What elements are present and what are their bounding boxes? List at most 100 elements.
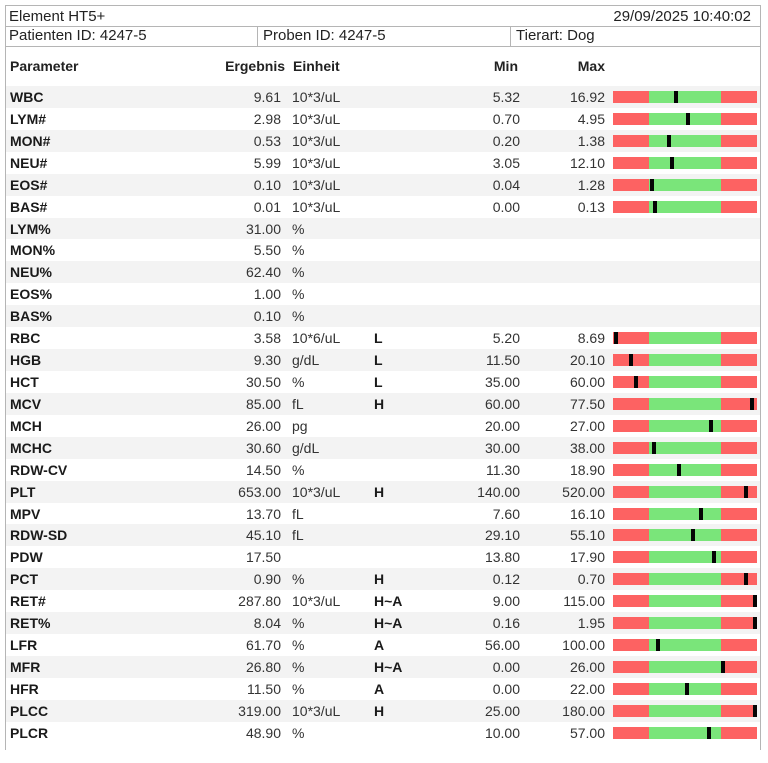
parameter-name: MON% (10, 242, 56, 259)
reference-min: 11.30 (486, 461, 520, 478)
result-value: 30.50 (245, 373, 281, 390)
unit: 10*3/uL (292, 176, 341, 193)
reference-min: 20.00 (484, 417, 520, 434)
reference-max: 77.50 (569, 395, 605, 412)
range-bar-normal-segment (649, 660, 721, 673)
range-bar-low-segment (613, 397, 649, 410)
reference-max: 1.95 (577, 615, 605, 632)
range-bar-high-segment (721, 397, 757, 410)
reference-min: 56.00 (484, 637, 520, 654)
reference-min: 9.00 (492, 593, 520, 610)
result-marker (686, 112, 690, 125)
range-bar-normal-segment (649, 529, 721, 542)
result-value: 8.04 (253, 615, 281, 632)
range-bar-high-segment (721, 704, 757, 717)
reference-max: 38.00 (569, 439, 605, 456)
reference-max: 16.92 (569, 89, 605, 105)
result-value: 14.50 (245, 461, 281, 478)
range-bar-low-segment (613, 375, 649, 388)
range-bar-normal-segment (649, 112, 721, 125)
result-marker (634, 375, 638, 388)
parameter-name: BAS% (10, 308, 53, 325)
range-bar-normal-segment (649, 156, 721, 169)
range-bar-low-segment (613, 156, 649, 169)
table-row: LFR 61.70% A 56.00 100.00 (6, 634, 760, 656)
reference-max: 180.00 (562, 702, 605, 719)
range-bar-normal-segment (649, 134, 721, 147)
table-row: NEU# 5.99 10*3/uL 3.05 12.10 (6, 152, 760, 174)
table-row: BAS% 0.10% (6, 305, 760, 328)
table-row: PLCC 319.00 10*3/uL H 25.00 180.00 (6, 699, 760, 722)
range-bar-low-segment (613, 178, 649, 191)
result-marker (753, 595, 757, 608)
result-marker (670, 156, 674, 169)
parameter-name: RET% (10, 615, 51, 632)
range-bar-low-segment (613, 595, 649, 608)
range-bar (613, 529, 757, 542)
parameter-name: NEU% (10, 264, 53, 281)
result-marker (629, 354, 633, 367)
result-value: 30.60 (245, 439, 281, 456)
range-bar-normal-segment (649, 332, 721, 345)
range-bar (613, 682, 757, 695)
reference-max: 4.95 (577, 110, 605, 127)
result-value: 287.80 (238, 593, 281, 610)
range-bar-high-segment (721, 419, 757, 432)
range-bar-low-segment (613, 463, 649, 476)
result-marker (653, 200, 657, 213)
result-marker (750, 397, 754, 410)
unit: % (292, 615, 305, 632)
device-name: Element HT5+ (9, 8, 106, 25)
range-bar (613, 507, 757, 520)
range-bar-high-segment (721, 682, 757, 695)
unit: % (292, 724, 305, 741)
result-value: 0.10 (253, 308, 281, 325)
range-bar-normal-segment (649, 595, 721, 608)
reference-min: 0.70 (492, 110, 520, 127)
result-value: 1.00 (253, 286, 281, 303)
result-value: 3.58 (253, 330, 281, 347)
table-row: MCV 85.00 fL H 60.00 77.50 (6, 392, 760, 415)
unit: 10*3/uL (292, 89, 341, 105)
parameter-name: MCHC (10, 439, 52, 456)
range-bar-high-segment (721, 441, 757, 454)
result-value: 48.90 (245, 724, 281, 741)
range-bar-high-segment (721, 595, 757, 608)
reference-min: 140.00 (477, 483, 520, 500)
range-bar-low-segment (613, 485, 649, 498)
result-value: 5.50 (253, 242, 281, 259)
unit: % (292, 571, 305, 588)
unit: 10*3/uL (292, 702, 341, 719)
range-bar (613, 91, 757, 103)
flag: H~A (374, 615, 403, 632)
table-row: MON% 5.50% (6, 239, 760, 261)
unit: % (292, 264, 305, 281)
reference-min: 0.00 (492, 680, 520, 697)
parameter-name: PCT (10, 571, 38, 588)
reference-min: 7.60 (492, 505, 520, 522)
range-bar (613, 463, 757, 476)
range-bar (613, 726, 757, 739)
result-value: 85.00 (245, 395, 281, 412)
range-bar-normal-segment (649, 354, 721, 367)
range-bar-high-segment (721, 507, 757, 520)
unit: 10*3/uL (292, 154, 341, 171)
result-value: 319.00 (238, 702, 281, 719)
parameter-name: RDW-SD (10, 527, 68, 544)
range-bar-low-segment (613, 419, 649, 432)
sample-id: Proben ID: 4247-5 (258, 26, 511, 46)
parameter-name: EOS% (10, 286, 53, 303)
column-header-unit: Einheit (293, 58, 340, 74)
flag: H (374, 702, 385, 719)
column-header-max: Max (577, 58, 605, 74)
unit: % (292, 308, 305, 325)
table-row: EOS# 0.10 10*3/uL 0.04 1.28 (6, 173, 760, 196)
range-bar-normal-segment (649, 397, 721, 410)
flag: L (374, 373, 383, 390)
unit: fL (292, 395, 304, 412)
result-value: 11.50 (247, 680, 281, 697)
result-value: 17.50 (245, 549, 281, 566)
table-row: HFR 11.50% A 0.00 22.00 (6, 678, 760, 700)
range-bar (613, 134, 757, 147)
range-bar-low-segment (613, 507, 649, 520)
